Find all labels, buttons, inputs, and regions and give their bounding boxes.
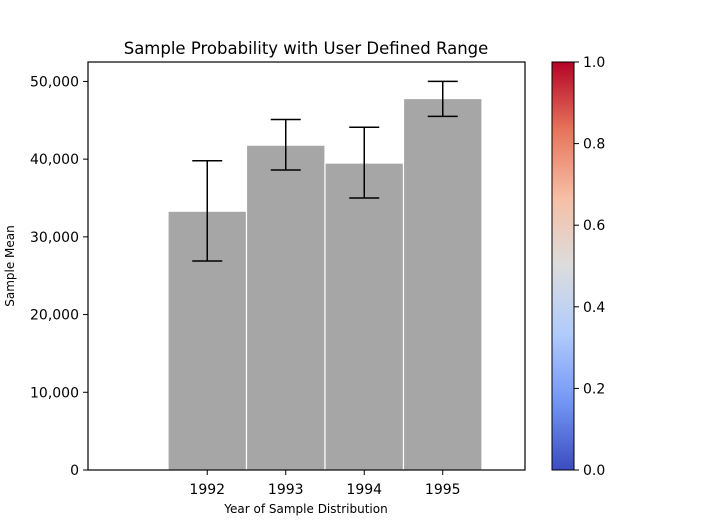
x-tick-label-1993: 1993 — [268, 482, 304, 498]
chart-title: Sample Probability with User Defined Ran… — [124, 39, 489, 58]
x-axis: 1992 1993 1994 1995 — [189, 470, 461, 498]
colorbar-tick-label: 1.0 — [583, 55, 605, 71]
y-tick-label: 10,000 — [30, 385, 79, 401]
bar-1993 — [245, 144, 326, 471]
x-axis-label: Year of Sample Distribution — [223, 502, 387, 516]
y-tick-label: 20,000 — [30, 308, 79, 324]
colorbar-tick-label: 0.6 — [583, 218, 605, 234]
y-tick-label: 40,000 — [30, 152, 79, 168]
bar-1994 — [324, 162, 405, 471]
colorbar — [551, 61, 575, 471]
colorbar-tick-label: 0.0 — [583, 463, 605, 479]
colorbar-tick-label: 0.8 — [583, 137, 605, 153]
x-tick-label-1994: 1994 — [346, 482, 382, 498]
y-axis: 0 10,000 20,000 30,000 40,000 50,000 — [30, 74, 88, 479]
error-bars-group — [192, 80, 458, 262]
y-tick-label: 30,000 — [30, 230, 79, 246]
y-tick-label: 0 — [70, 463, 79, 479]
y-tick-label: 50,000 — [30, 74, 79, 90]
y-axis-label: Sample Mean — [3, 225, 17, 307]
plot-frame — [87, 61, 526, 471]
bars-group — [167, 97, 483, 471]
x-tick-label-1992: 1992 — [189, 482, 225, 498]
colorbar-axis: 0.0 0.2 0.4 0.6 0.8 1.0 — [574, 55, 605, 479]
x-tick-label-1995: 1995 — [425, 482, 461, 498]
colorbar-tick-label: 0.4 — [583, 300, 605, 316]
colorbar-tick-label: 0.2 — [583, 381, 605, 397]
bar-1995 — [402, 97, 483, 471]
